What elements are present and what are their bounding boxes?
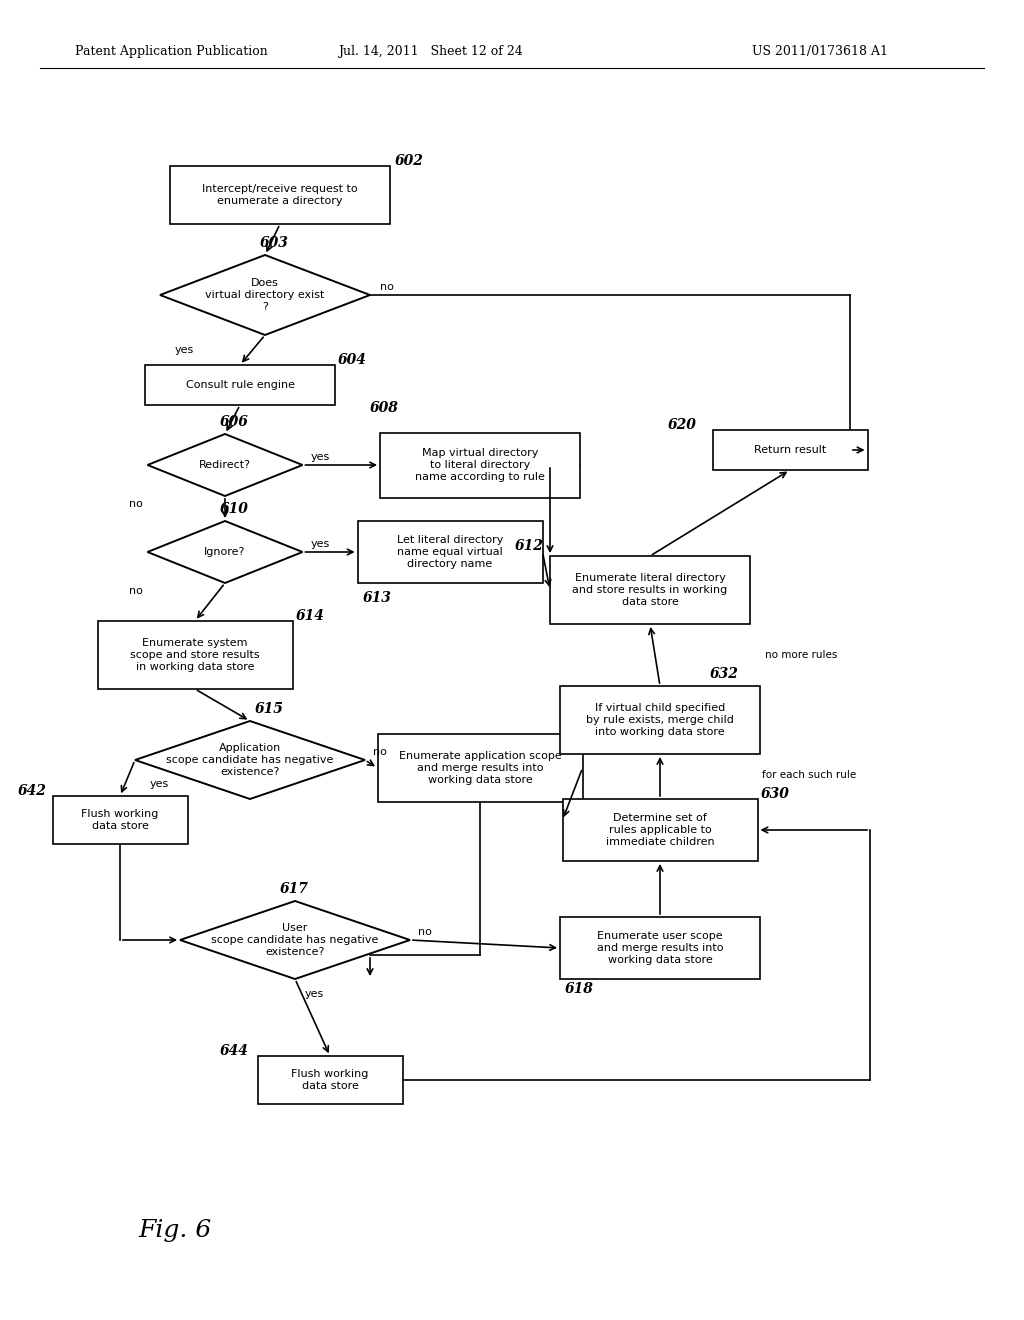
FancyBboxPatch shape — [97, 620, 293, 689]
Polygon shape — [180, 902, 410, 979]
FancyBboxPatch shape — [713, 430, 867, 470]
FancyBboxPatch shape — [562, 799, 758, 861]
Text: no: no — [129, 586, 142, 597]
FancyBboxPatch shape — [380, 433, 580, 498]
Text: no: no — [418, 927, 432, 937]
Text: Enumerate user scope
and merge results into
working data store: Enumerate user scope and merge results i… — [597, 932, 723, 965]
Text: for each such rule: for each such rule — [763, 770, 857, 780]
Text: Redirect?: Redirect? — [199, 459, 251, 470]
Text: Application
scope candidate has negative
existence?: Application scope candidate has negative… — [166, 743, 334, 776]
Text: yes: yes — [310, 451, 330, 462]
FancyBboxPatch shape — [257, 1056, 402, 1104]
Text: 615: 615 — [255, 702, 284, 715]
Text: Let literal directory
name equal virtual
directory name: Let literal directory name equal virtual… — [397, 536, 503, 569]
Text: 618: 618 — [565, 982, 594, 997]
Text: Consult rule engine: Consult rule engine — [185, 380, 295, 389]
FancyBboxPatch shape — [560, 686, 760, 754]
Text: 620: 620 — [668, 418, 696, 432]
Text: If virtual child specified
by rule exists, merge child
into working data store: If virtual child specified by rule exist… — [586, 704, 734, 737]
Text: 603: 603 — [260, 236, 289, 249]
FancyBboxPatch shape — [378, 734, 583, 803]
Text: 602: 602 — [395, 154, 424, 168]
Text: 644: 644 — [219, 1044, 249, 1059]
Text: 617: 617 — [280, 882, 309, 896]
Text: US 2011/0173618 A1: US 2011/0173618 A1 — [752, 45, 888, 58]
Text: Return result: Return result — [754, 445, 826, 455]
Text: 613: 613 — [362, 591, 391, 605]
FancyBboxPatch shape — [145, 366, 335, 405]
Text: 616: 616 — [578, 715, 606, 729]
Text: 604: 604 — [338, 352, 367, 367]
Text: User
scope candidate has negative
existence?: User scope candidate has negative existe… — [211, 924, 379, 957]
Text: Fig. 6: Fig. 6 — [138, 1218, 212, 1242]
Polygon shape — [160, 255, 370, 335]
Text: yes: yes — [150, 779, 169, 789]
Text: 642: 642 — [17, 784, 46, 799]
FancyBboxPatch shape — [550, 556, 750, 624]
Text: Flush working
data store: Flush working data store — [291, 1069, 369, 1090]
Text: 614: 614 — [296, 609, 325, 623]
Polygon shape — [147, 521, 302, 583]
Text: no more rules: no more rules — [765, 649, 838, 660]
Text: Enumerate application scope
and merge results into
working data store: Enumerate application scope and merge re… — [398, 751, 561, 784]
FancyBboxPatch shape — [357, 521, 543, 583]
Text: Patent Application Publication: Patent Application Publication — [75, 45, 267, 58]
Text: yes: yes — [310, 539, 330, 549]
Text: no: no — [129, 499, 142, 510]
Text: no: no — [380, 282, 394, 292]
Text: yes: yes — [175, 345, 195, 355]
Text: 632: 632 — [710, 667, 739, 681]
Text: Map virtual directory
to literal directory
name according to rule: Map virtual directory to literal directo… — [415, 449, 545, 482]
Text: Does
virtual directory exist
?: Does virtual directory exist ? — [206, 279, 325, 312]
FancyBboxPatch shape — [560, 917, 760, 979]
Polygon shape — [135, 721, 365, 799]
Text: no: no — [373, 747, 387, 756]
Text: Enumerate system
scope and store results
in working data store: Enumerate system scope and store results… — [130, 639, 260, 672]
Text: 610: 610 — [220, 502, 249, 516]
Text: Ignore?: Ignore? — [205, 546, 246, 557]
Polygon shape — [147, 434, 302, 496]
Text: Enumerate literal directory
and store results in working
data store: Enumerate literal directory and store re… — [572, 573, 728, 607]
Text: Intercept/receive request to
enumerate a directory: Intercept/receive request to enumerate a… — [202, 185, 357, 206]
FancyBboxPatch shape — [52, 796, 187, 843]
FancyBboxPatch shape — [170, 166, 390, 224]
Text: Determine set of
rules applicable to
immediate children: Determine set of rules applicable to imm… — [605, 813, 715, 846]
Text: Jul. 14, 2011   Sheet 12 of 24: Jul. 14, 2011 Sheet 12 of 24 — [338, 45, 522, 58]
Text: Flush working
data store: Flush working data store — [81, 809, 159, 830]
Text: 630: 630 — [761, 787, 790, 801]
Text: 608: 608 — [370, 400, 399, 414]
Text: yes: yes — [305, 989, 325, 999]
Text: 606: 606 — [220, 414, 249, 429]
Text: 612: 612 — [515, 539, 544, 553]
